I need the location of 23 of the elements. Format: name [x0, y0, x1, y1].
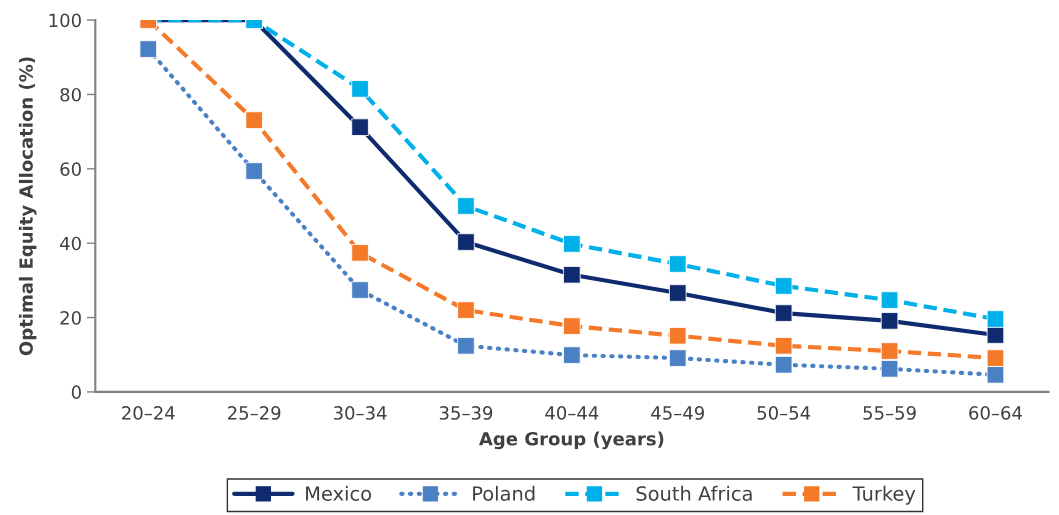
x-tick-label: 25–29: [227, 406, 281, 420]
x-tick-label: 50–54: [757, 406, 811, 420]
y-tick-label: 40: [60, 236, 81, 251]
x-tick-label: 35–39: [439, 406, 493, 420]
point: [669, 327, 687, 345]
y-tick-label: 60: [60, 162, 81, 176]
y-axis-title: Optimal Equity Allocation (%): [18, 57, 37, 356]
x-tick-label: 55–59: [863, 406, 916, 420]
point: [774, 337, 793, 355]
x-tick-label: 20–24: [122, 406, 175, 420]
x-tick-label: 30–34: [333, 406, 387, 420]
y-tick-label: 0: [71, 385, 81, 400]
y-tick-label: 20: [60, 311, 81, 325]
x-tick-label: 40–44: [545, 406, 599, 420]
legend-label: Turkey: [852, 485, 916, 505]
x-tick-label: 45–49: [651, 406, 704, 420]
y-tick-label: 80: [60, 87, 81, 102]
legend-label: Poland: [473, 485, 535, 501]
x-tick-label: 60–64: [969, 406, 1022, 420]
legend-label: Mexico: [306, 485, 372, 501]
x-axis-title: Age Group (years): [478, 431, 664, 450]
y-tick-label: 100: [49, 13, 81, 28]
legend-label: South Africa: [636, 485, 752, 501]
